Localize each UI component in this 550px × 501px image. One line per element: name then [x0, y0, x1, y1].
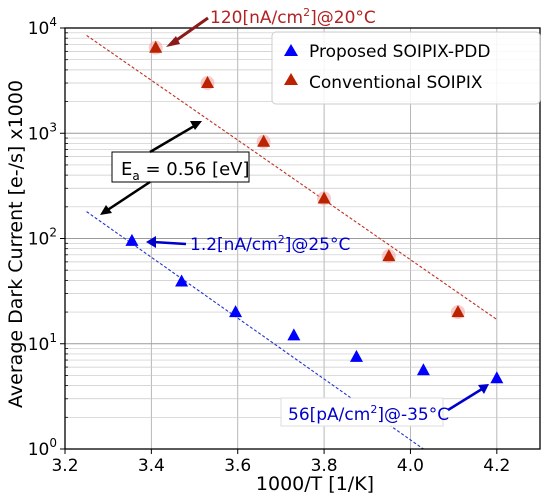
annotation-top-arrowhead — [166, 36, 180, 47]
x-tick-label: 3.8 — [311, 456, 338, 476]
annotation-bottom-box — [280, 397, 444, 427]
legend-marker-conventional — [284, 73, 298, 85]
ea-sub: a — [132, 169, 139, 183]
legend-marker-proposed — [284, 44, 298, 56]
data-point-0-0 — [125, 233, 139, 246]
annotation-mid-main: 1.2[nA/cm — [190, 235, 278, 255]
ea-arrowhead-down — [100, 205, 112, 215]
svg-text:120[nA/cm2]@20°C: 120[nA/cm2]@20°C — [210, 6, 376, 28]
annotation-bottom-arrow — [447, 387, 483, 412]
x-tick-label: 3.4 — [138, 456, 165, 476]
annotation-bottom: 56[pA/cm2]@-35°C — [280, 384, 489, 427]
annotation-bottom-tail: ]@-35°C — [377, 405, 449, 425]
fit-line-0 — [86, 211, 424, 450]
data-point-1-3 — [317, 191, 331, 204]
ea-box — [111, 151, 250, 183]
y-tick-base: 10 — [28, 19, 50, 39]
y-tick-exponent: 4 — [49, 15, 57, 29]
ea-arrow-up — [149, 123, 197, 154]
y-tick-exponent: 2 — [49, 226, 57, 240]
annotation-bottom-main: 56[pA/cm — [288, 405, 370, 425]
annotation-top-main: 120[nA/cm — [210, 8, 303, 28]
y-tick-exponent: 0 — [49, 436, 57, 450]
ea-arrowhead-up — [190, 121, 202, 130]
annotation-mid-arrow — [152, 240, 187, 246]
x-tick-label: 3.6 — [224, 456, 251, 476]
y-tick-base: 10 — [28, 230, 50, 250]
annotation-mid-sup: 2 — [278, 233, 285, 246]
data-point-0-4 — [349, 349, 363, 362]
annotation-top-tail: ]@20°C — [310, 8, 376, 28]
data-point-0-3 — [287, 328, 301, 341]
fit-lines — [86, 34, 498, 450]
x-tick-label: 4.2 — [483, 456, 510, 476]
ea-text: E — [121, 159, 132, 180]
y-tick-label: 104 — [28, 15, 57, 39]
legend-label-proposed: Proposed SOIPIX-PDD — [309, 42, 491, 62]
annotation-top: 120[nA/cm2]@20°C — [166, 6, 376, 47]
svg-text:56[pA/cm2]@-35°C: 56[pA/cm2]@-35°C — [288, 403, 449, 425]
data-point-1-1 — [201, 76, 214, 89]
ea-arrow-down — [105, 180, 151, 213]
fit-line-1 — [86, 34, 498, 320]
svg-text:Ea = 0.56 [eV]: Ea = 0.56 [eV] — [121, 159, 250, 183]
data-point-0-1 — [175, 274, 189, 287]
data-point-0-2 — [229, 305, 243, 318]
y-tick-label: 101 — [28, 331, 57, 355]
y-tick-base: 10 — [28, 335, 50, 355]
data-point-0-5 — [416, 363, 430, 376]
y-tick-exponent: 1 — [49, 331, 57, 345]
data-points — [125, 40, 504, 384]
annotation-bottom-sup: 2 — [370, 403, 377, 416]
data-point-1-2 — [257, 134, 271, 147]
svg-text:1.2[nA/cm2]@25°C: 1.2[nA/cm2]@25°C — [190, 233, 350, 255]
y-tick-base: 10 — [28, 124, 50, 144]
data-point-0-6 — [490, 371, 504, 384]
legend: Proposed SOIPIX-PDD Conventional SOIPIX — [271, 31, 541, 105]
annotation-mid: 1.2[nA/cm2]@25°C — [146, 233, 350, 255]
x-tick-label: 3.2 — [51, 456, 78, 476]
y-tick-label: 103 — [28, 120, 57, 144]
y-tick-base: 10 — [28, 440, 50, 460]
y-axis-label: Average Dark Current [e-/s] x1000 — [5, 80, 27, 408]
legend-label-conventional: Conventional SOIPIX — [309, 73, 483, 93]
ea-value: = 0.56 [eV] — [140, 159, 250, 180]
annotation-top-sup: 2 — [303, 6, 310, 19]
activation-energy-annotation: Ea = 0.56 [eV] — [100, 121, 250, 215]
annotation-bottom-arrowhead — [478, 384, 489, 394]
x-axis-label: 1000/T [1/K] — [256, 473, 374, 495]
data-point-1-5 — [451, 305, 465, 318]
y-tick-exponent: 3 — [49, 120, 57, 134]
data-point-1-4 — [382, 249, 396, 262]
x-tick-label: 4.0 — [397, 456, 424, 476]
y-tick-label: 102 — [28, 226, 57, 250]
data-point-1-0 — [149, 40, 163, 53]
annotation-mid-tail: ]@25°C — [285, 235, 351, 255]
annotation-mid-arrowhead — [146, 236, 156, 248]
legend-box — [271, 31, 541, 105]
y-tick-label: 100 — [28, 436, 57, 460]
